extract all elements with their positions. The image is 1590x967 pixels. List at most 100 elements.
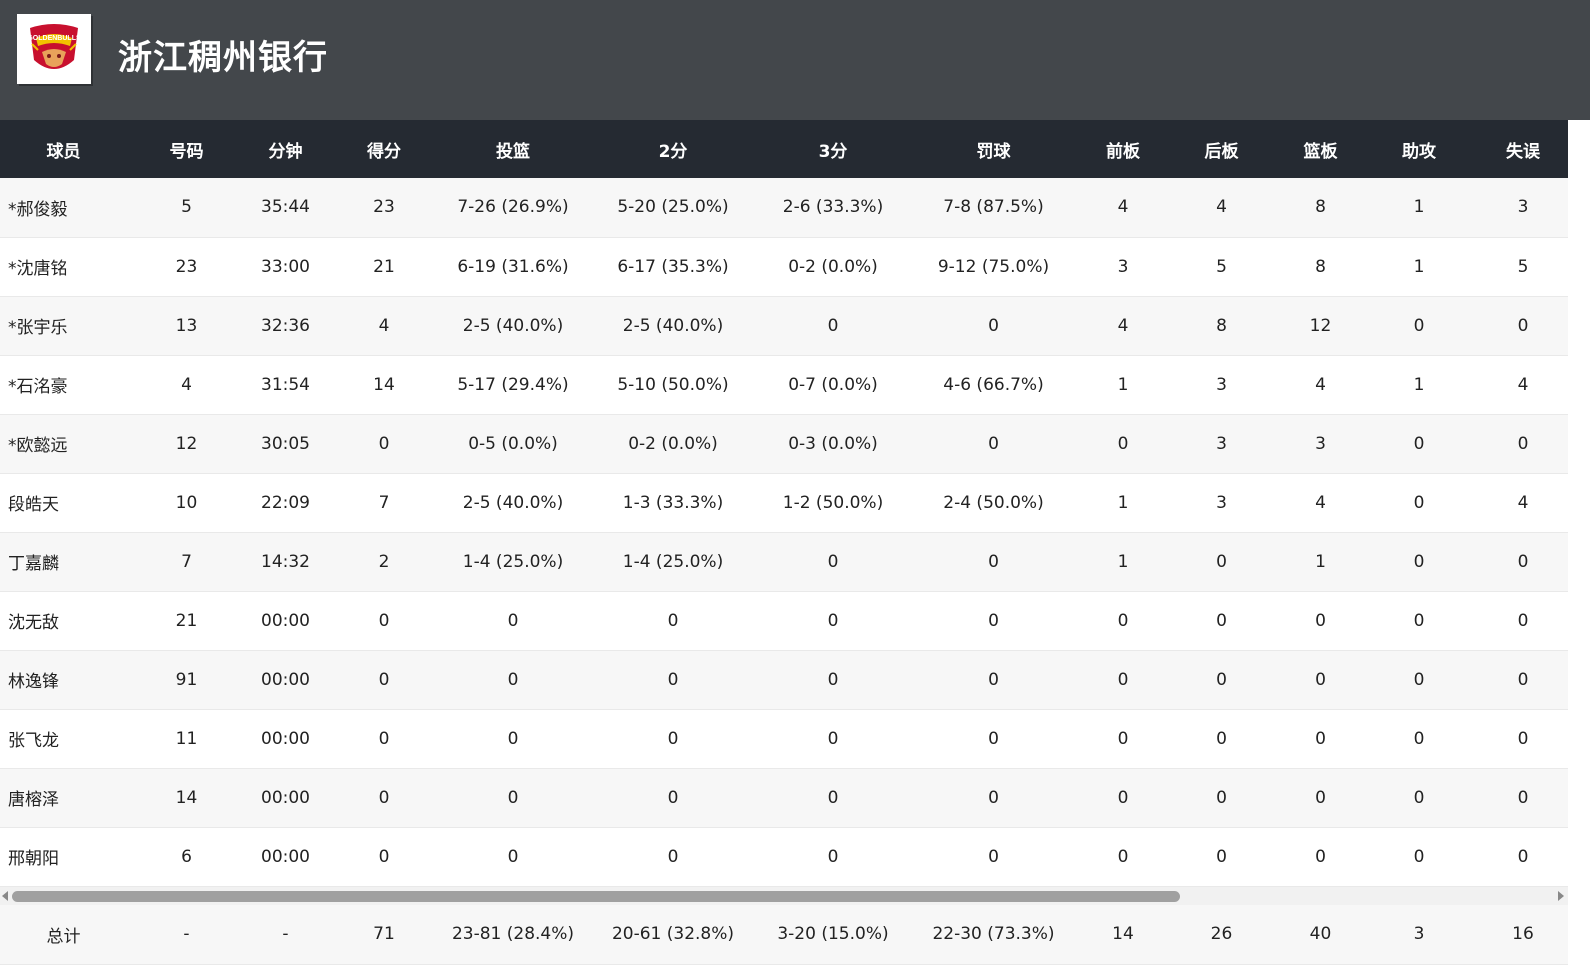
stat-reb: 4 [1315, 374, 1326, 395]
stat-fg: 0 [507, 728, 519, 749]
stat-dreb: 3 [1216, 374, 1227, 395]
stat-pts: 0 [378, 846, 390, 867]
stat-dreb: 3 [1216, 492, 1227, 513]
stat-ast: 0 [1413, 610, 1425, 631]
table-row: 张飞龙 11 00:00 0 0 0 0 0 0 0 0 0 0 [0, 709, 1568, 768]
column-header-pts[interactable]: 得分 [367, 141, 401, 162]
stat-oreb: 4 [1117, 315, 1129, 336]
stat-ast: 0 [1413, 846, 1425, 867]
player-name[interactable]: 张飞龙 [8, 731, 59, 751]
team-header: GOLDENBULLS 浙江稠州银行 [0, 0, 1590, 120]
stat-p3: 0-2 (0.0%) [788, 256, 878, 277]
stat-fg: 1-4 (25.0%) [462, 551, 564, 572]
column-header-to[interactable]: 失误 [1506, 141, 1540, 162]
stat-p3: 0 [827, 846, 839, 867]
player-rows: *郝俊毅 5 35:44 23 7-26 (26.9%) 5-20 (25.0%) 2-6 … [0, 178, 1568, 886]
column-header-p2[interactable]: 2分 [658, 141, 688, 162]
stat-ft: 0 [988, 610, 999, 631]
stat-pts: 0 [378, 433, 390, 454]
stat-dreb: 8 [1216, 315, 1227, 336]
stat-to: 0 [1517, 315, 1529, 336]
column-header-oreb[interactable]: 前板 [1106, 141, 1140, 162]
stat-no: 5 [181, 197, 192, 218]
stat-p3: 0 [827, 787, 839, 808]
stat-min: 00:00 [261, 669, 310, 690]
scroll-right-arrow-icon[interactable] [1558, 890, 1564, 901]
total-reb: 40 [1309, 924, 1332, 945]
table-header-row: 球员 号码 分钟 得分 投篮 2分 3分 罚球 前板 后板 篮板 助攻 失误 [0, 120, 1568, 178]
stat-p2: 0 [667, 846, 679, 867]
stat-to: 4 [1517, 492, 1529, 513]
stat-to: 3 [1517, 197, 1529, 218]
stat-p3: 1-2 (50.0%) [782, 492, 884, 513]
stat-to: 4 [1517, 374, 1529, 395]
stat-dreb: 0 [1216, 846, 1227, 867]
stat-to: 0 [1517, 787, 1529, 808]
scrollbar-thumb[interactable] [12, 890, 1180, 902]
stat-p2: 0 [667, 669, 679, 690]
column-header-p3[interactable]: 3分 [818, 141, 848, 162]
player-name[interactable]: 沈无敌 [8, 613, 59, 633]
table-row: 沈无敌 21 00:00 0 0 0 0 0 0 0 0 0 0 [0, 591, 1568, 650]
player-name[interactable]: 段皓天 [8, 495, 59, 515]
column-header-fg[interactable]: 投篮 [496, 141, 530, 162]
total-pts: 71 [373, 924, 395, 945]
stat-no: 7 [181, 551, 192, 572]
player-name[interactable]: 唐榕泽 [8, 790, 59, 810]
stat-p2: 0-2 (0.0%) [628, 433, 718, 454]
stat-fg: 0 [507, 610, 519, 631]
player-name[interactable]: *石洺豪 [8, 377, 68, 397]
total-fg: 23-81 (28.4%) [451, 924, 575, 945]
stat-p3: 2-6 (33.3%) [782, 197, 884, 218]
scroll-left-arrow-icon[interactable] [2, 890, 8, 901]
stat-to: 0 [1517, 551, 1529, 572]
column-header-min[interactable]: 分钟 [268, 141, 303, 162]
player-name[interactable]: 林逸锋 [8, 672, 59, 692]
box-score-table-container[interactable]: 球员 号码 分钟 得分 投篮 2分 3分 罚球 前板 后板 篮板 助攻 失误 *郝俊毅 5 35:44 23 7… [0, 120, 1590, 965]
stat-p2: 0 [667, 728, 679, 749]
column-header-name[interactable]: 球员 [46, 141, 81, 162]
player-name[interactable]: *郝俊毅 [8, 199, 68, 220]
stat-ast: 1 [1413, 374, 1425, 395]
stat-ft: 9-12 (75.0%) [937, 256, 1050, 277]
stat-pts: 21 [373, 256, 395, 277]
column-header-ft[interactable]: 罚球 [976, 141, 1011, 162]
stat-p3: 0 [827, 315, 839, 336]
player-name[interactable]: *张宇乐 [8, 318, 68, 338]
stat-no: 11 [175, 728, 198, 749]
horizontal-scrollbar[interactable] [0, 886, 1568, 905]
stat-to: 5 [1517, 256, 1529, 277]
player-name[interactable]: 邢朝阳 [8, 849, 59, 869]
player-name[interactable]: 丁嘉麟 [8, 554, 59, 574]
stat-oreb: 1 [1117, 492, 1129, 513]
goldenbulls-logo-icon: GOLDENBULLS [27, 24, 81, 69]
stat-p2: 5-10 (50.0%) [617, 374, 729, 395]
stat-p3: 0-7 (0.0%) [788, 374, 878, 395]
stat-to: 0 [1517, 846, 1529, 867]
stat-fg: 5-17 (29.4%) [457, 374, 569, 395]
table-row: *石洺豪 4 31:54 14 5-17 (29.4%) 5-10 (50.0%) 0-7 … [0, 355, 1568, 414]
stat-dreb: 0 [1216, 551, 1227, 572]
stat-fg: 0-5 (0.0%) [468, 433, 558, 454]
stat-fg: 2-5 (40.0%) [462, 492, 564, 513]
stat-to: 0 [1517, 610, 1529, 631]
stat-pts: 7 [378, 492, 390, 513]
stat-pts: 0 [378, 728, 390, 749]
column-header-ast[interactable]: 助攻 [1402, 141, 1436, 162]
stat-p2: 2-5 (40.0%) [622, 315, 724, 336]
player-name[interactable]: *沈唐铭 [8, 259, 68, 279]
stat-ft: 0 [988, 315, 999, 336]
column-header-no[interactable]: 号码 [169, 141, 204, 162]
player-name[interactable]: *欧懿远 [8, 436, 68, 456]
table-row: *欧懿远 12 30:05 0 0-5 (0.0%) 0-2 (0.0%) 0-3 (0.0… [0, 414, 1568, 473]
stat-oreb: 1 [1117, 374, 1129, 395]
stat-min: 35:44 [261, 197, 310, 218]
stat-p2: 1-4 (25.0%) [622, 551, 724, 572]
stat-ft: 0 [988, 669, 999, 690]
stat-reb: 8 [1315, 197, 1326, 218]
column-header-reb[interactable]: 篮板 [1303, 141, 1338, 162]
stat-pts: 14 [373, 374, 395, 395]
stat-oreb: 0 [1117, 669, 1129, 690]
stat-ast: 0 [1413, 433, 1425, 454]
column-header-dreb[interactable]: 后板 [1204, 141, 1239, 162]
